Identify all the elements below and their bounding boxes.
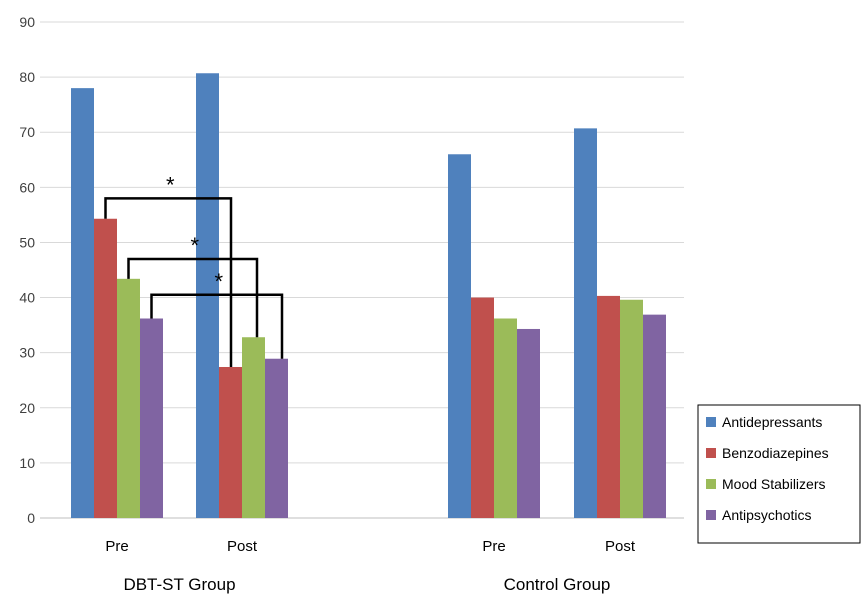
group-label: Control Group: [504, 575, 611, 594]
bar-mood-stabilizers: [242, 337, 265, 518]
significance-star: *: [190, 233, 199, 258]
bar-antipsychotics: [517, 328, 540, 518]
y-tick-label: 30: [19, 345, 35, 361]
legend: Antidepressants Benzodiazepines Mood Stabi…: [697, 404, 861, 544]
significance-brackets: * * *: [104, 172, 284, 367]
legend-label: Mood Stabilizers: [722, 476, 826, 492]
x-category-label: Post: [227, 538, 258, 555]
legend-label: Antipsychotics: [722, 507, 811, 523]
bar-benzodiazepines: [94, 218, 117, 518]
bar-antidepressants: [448, 154, 471, 518]
bar-antipsychotics: [643, 314, 666, 518]
significance-bracket: [104, 197, 233, 367]
bar-benzodiazepines: [597, 295, 620, 518]
y-tick-label: 40: [19, 290, 35, 306]
legend-label: Benzodiazepines: [722, 445, 829, 461]
y-tick-label: 60: [19, 179, 35, 195]
x-axis-categories: Pre Post Pre Post: [105, 538, 636, 555]
significance-bracket: [150, 293, 284, 359]
bar-antidepressants: [574, 128, 597, 518]
y-tick-label: 20: [19, 400, 35, 416]
significance-bracket: [127, 257, 259, 338]
bar-mood-stabilizers: [620, 299, 643, 518]
bar-antipsychotics: [265, 358, 288, 518]
y-tick-label: 80: [19, 69, 35, 85]
significance-star: *: [166, 172, 175, 197]
bar-benzodiazepines: [471, 297, 494, 518]
bar-antidepressants: [71, 88, 94, 518]
y-tick-label: 90: [19, 14, 35, 30]
y-tick-label: 70: [19, 124, 35, 140]
y-tick-label: 0: [27, 510, 35, 526]
legend-label: Antidepressants: [722, 414, 822, 430]
legend-swatch: [706, 448, 716, 458]
x-category-label: Pre: [105, 538, 128, 555]
bar-mood-stabilizers: [494, 318, 517, 518]
legend-swatch: [706, 479, 716, 489]
bars: [71, 73, 666, 519]
x-category-label: Post: [605, 538, 636, 555]
y-tick-label: 10: [19, 455, 35, 471]
bar-mood-stabilizers: [117, 278, 140, 518]
significance-star: *: [214, 269, 223, 294]
group-label: DBT-ST Group: [123, 575, 235, 594]
y-tick-label: 50: [19, 234, 35, 250]
legend-swatch: [706, 417, 716, 427]
x-category-label: Pre: [482, 538, 505, 555]
bar-antipsychotics: [140, 318, 163, 518]
legend-box: [697, 404, 861, 544]
y-axis-ticks: 0 10 20 30 40 50 60 70 80 90: [19, 14, 35, 526]
x-axis-groups: DBT-ST Group Control Group: [123, 575, 610, 594]
legend-swatch: [706, 510, 716, 520]
bar-benzodiazepines: [219, 366, 242, 518]
